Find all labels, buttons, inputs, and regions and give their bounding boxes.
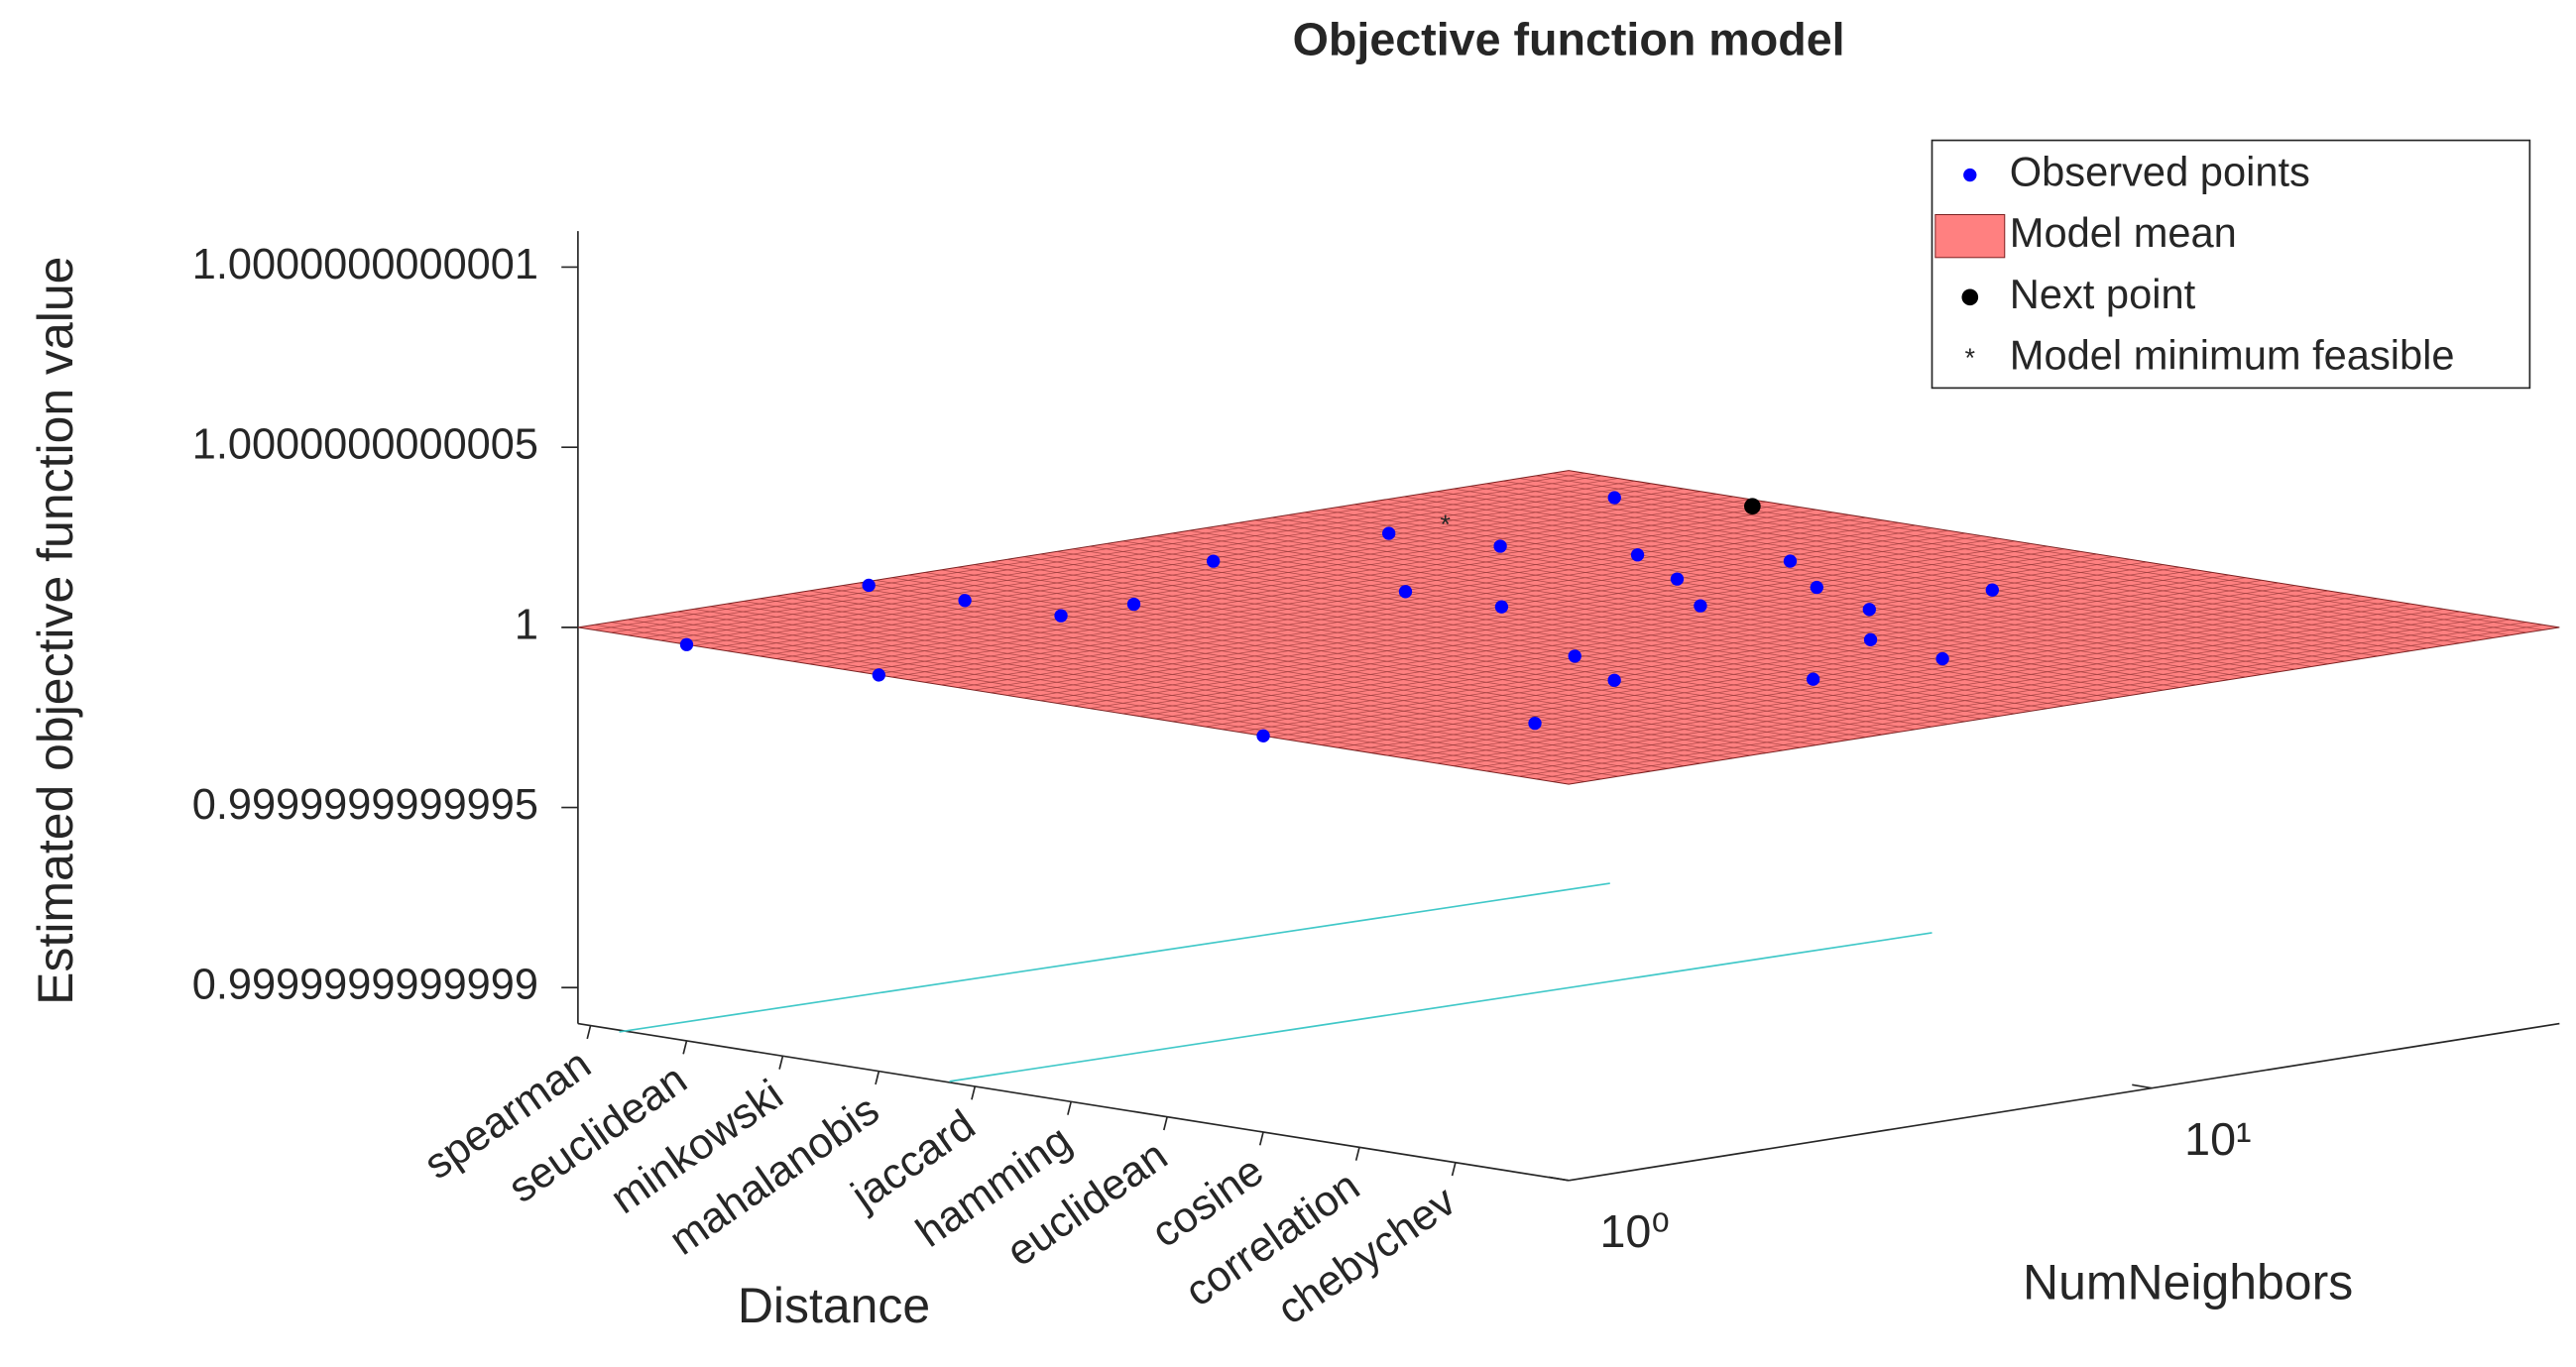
observed-point: [1568, 649, 1581, 663]
x-tick: [682, 1040, 688, 1055]
y-tick-label: 10¹: [2184, 1113, 2251, 1165]
y-axis-line: [1568, 1022, 2560, 1182]
observed-point: [872, 668, 886, 682]
surface-mesh: [1436, 606, 2428, 764]
legend: Observed points Model mean Next point * Mode…: [1931, 139, 2531, 390]
surface-mesh: [1403, 496, 2395, 654]
x-tick: [1451, 1162, 1457, 1177]
observed-point: [1935, 651, 1949, 666]
observed-point: [1493, 539, 1507, 553]
x-tick: [1258, 1131, 1264, 1146]
x-tick: [778, 1056, 784, 1070]
surface-mesh: [1552, 624, 2543, 782]
legend-box: [1931, 139, 2531, 390]
observed-point: [1810, 580, 1823, 595]
x-axis-label: Distance: [738, 1278, 930, 1333]
points: *: [679, 491, 1999, 742]
legend-label: Model mean: [2010, 209, 2237, 256]
z-tick-label: 1: [515, 601, 538, 648]
observed-point: [1862, 603, 1876, 617]
observed-point: [679, 637, 694, 651]
surface-mesh: [1453, 488, 2444, 646]
surface-mesh: [1469, 611, 2461, 769]
observed-point: [958, 594, 972, 608]
observed-point: [1054, 609, 1068, 623]
observed-point: [1806, 672, 1820, 686]
x-tick: [1067, 1101, 1073, 1115]
observed-point: [1256, 729, 1270, 742]
surface-mesh: [1535, 475, 2527, 633]
z-tick-label: 0.9999999999999: [192, 962, 538, 1009]
observed-point: [1694, 599, 1707, 613]
surface-mesh: [1453, 609, 2444, 767]
x-tick: [1354, 1147, 1360, 1161]
surface-mesh: [1436, 491, 2428, 649]
star-marker: *: [1965, 343, 1975, 373]
x-tick: [1162, 1116, 1168, 1131]
y-tick: [2132, 1083, 2153, 1089]
x-tick: [875, 1071, 880, 1085]
legend-label: Observed points: [2010, 149, 2310, 195]
z-tick-label: 1.0000000000005: [192, 421, 538, 469]
observed-point: [1783, 554, 1798, 568]
observed-point: [1963, 168, 1977, 182]
observed-point: [1382, 526, 1396, 540]
contour-line: [949, 932, 1932, 1082]
observed-point: [1206, 554, 1221, 568]
surface-mesh: [1519, 619, 2511, 777]
surface: [577, 470, 2560, 785]
observed-point: [1126, 597, 1141, 612]
legend-label: Model minimum feasible: [2010, 331, 2455, 378]
next-point: [1961, 288, 1979, 306]
surface-mesh: [1502, 616, 2494, 774]
surface-mesh: [1502, 480, 2494, 638]
observed-point: [1607, 673, 1621, 687]
surface-mesh: [1420, 494, 2411, 651]
y-tick: [1548, 1176, 1570, 1182]
y-tick-label: 10⁰: [1599, 1205, 1670, 1257]
surface-mesh: [1535, 622, 2527, 780]
x-tick: [586, 1025, 592, 1040]
contour-line: [619, 882, 1610, 1033]
observed-point: [1494, 600, 1509, 614]
observed-point: [1670, 572, 1685, 586]
observed-point: [1863, 632, 1878, 646]
observed-point: [862, 578, 876, 593]
observed-point: [1398, 585, 1413, 599]
observed-point: [1630, 548, 1645, 562]
observed-point: [1607, 491, 1621, 505]
z-tick-label: 1.0000000000001: [192, 241, 538, 288]
surface-mesh: [1485, 614, 2478, 772]
surface-mesh: [1519, 478, 2511, 636]
surface-mesh: [1485, 483, 2478, 641]
z-axis-label: Estimated objective function value: [28, 257, 83, 1005]
z-tick-label: 0.9999999999995: [192, 781, 538, 829]
legend-swatch: [1934, 214, 2006, 259]
surface-mesh: [1552, 472, 2543, 630]
observed-point: [1985, 583, 1999, 597]
x-tick: [971, 1085, 977, 1100]
legend-label: Next point: [2010, 271, 2196, 317]
chart-title: Objective function model: [1293, 14, 1845, 65]
x-axis-line: [577, 1022, 1570, 1182]
surface-mesh: [1469, 486, 2461, 644]
y-axis-label: NumNeighbors: [2023, 1255, 2353, 1310]
observed-point: [1528, 716, 1542, 731]
star-marker: *: [1440, 510, 1450, 539]
surface-mesh: [1420, 603, 2411, 761]
next-point: [1744, 498, 1761, 515]
